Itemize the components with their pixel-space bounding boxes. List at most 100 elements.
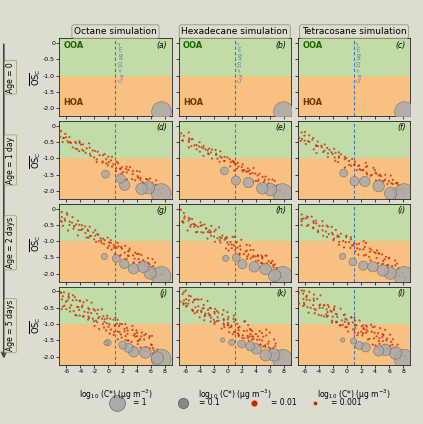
- Point: [109, 163, 115, 170]
- Text: (i): (i): [398, 206, 406, 215]
- Point: [104, 234, 111, 241]
- Point: [231, 159, 237, 166]
- Point: [185, 144, 192, 151]
- Point: [262, 173, 269, 180]
- Point: [136, 168, 143, 175]
- Point: [150, 262, 157, 269]
- Point: [145, 184, 152, 191]
- Point: [270, 351, 277, 358]
- Point: [118, 170, 125, 177]
- Point: [86, 144, 93, 151]
- Bar: [59, 287, 172, 324]
- Point: [285, 123, 292, 130]
- Point: [176, 215, 182, 222]
- Point: [301, 299, 308, 306]
- Point: [286, 287, 292, 294]
- Point: [352, 317, 359, 324]
- Point: [94, 307, 101, 313]
- Point: [81, 308, 88, 315]
- Point: [116, 253, 123, 260]
- Point: [212, 319, 218, 326]
- Point: [174, 134, 181, 141]
- Point: [119, 342, 126, 349]
- Point: [382, 326, 389, 333]
- Point: [165, 288, 171, 295]
- Point: [49, 131, 56, 137]
- Point: [103, 340, 110, 346]
- Point: [335, 149, 342, 156]
- Point: [85, 228, 91, 234]
- Point: [46, 206, 52, 212]
- Point: [376, 340, 383, 347]
- Point: [244, 332, 251, 339]
- Point: [175, 291, 181, 298]
- Point: [208, 232, 214, 239]
- Point: [357, 246, 363, 253]
- Point: [313, 220, 320, 227]
- Point: [151, 265, 158, 272]
- Point: [301, 287, 308, 294]
- Point: [387, 342, 394, 349]
- Point: [117, 321, 124, 327]
- Point: [352, 325, 359, 332]
- Point: [339, 337, 346, 343]
- Point: [182, 300, 189, 307]
- Point: [76, 138, 83, 145]
- Point: [330, 305, 337, 312]
- Point: [389, 269, 396, 276]
- Point: [236, 332, 242, 338]
- Point: [232, 161, 239, 167]
- Point: [362, 344, 369, 351]
- Bar: [59, 324, 172, 365]
- Point: [211, 310, 218, 317]
- Point: [324, 301, 331, 308]
- Point: [191, 142, 198, 149]
- Point: [175, 216, 182, 223]
- Point: [392, 257, 398, 264]
- Point: [363, 240, 369, 246]
- Point: [175, 294, 182, 301]
- Point: [309, 136, 316, 143]
- Point: [274, 187, 280, 193]
- Point: [149, 345, 156, 351]
- Bar: [179, 159, 291, 199]
- Point: [195, 307, 201, 314]
- Point: [268, 259, 275, 266]
- Point: [149, 256, 156, 262]
- Point: [258, 259, 264, 266]
- Point: [58, 296, 65, 303]
- Text: (b): (b): [276, 41, 286, 50]
- Point: [198, 222, 205, 229]
- Bar: [179, 241, 291, 282]
- Point: [96, 326, 102, 332]
- Point: [104, 245, 111, 251]
- Point: [69, 219, 75, 226]
- Point: [385, 343, 392, 350]
- Point: [158, 107, 165, 114]
- Point: [192, 304, 199, 311]
- Point: [173, 208, 180, 215]
- Point: [207, 318, 214, 325]
- Point: [83, 234, 90, 241]
- Point: [211, 308, 218, 315]
- Point: [63, 298, 69, 305]
- Point: [85, 316, 91, 323]
- Point: [132, 177, 138, 184]
- Point: [46, 203, 53, 210]
- Point: [124, 338, 131, 344]
- Point: [221, 153, 228, 160]
- Point: [129, 326, 136, 333]
- Point: [107, 240, 114, 246]
- Point: [206, 229, 213, 236]
- Point: [273, 183, 280, 190]
- Point: [89, 147, 96, 154]
- Point: [319, 144, 325, 151]
- Point: [186, 297, 192, 304]
- Point: [225, 321, 231, 328]
- Text: Octane simulation: Octane simulation: [74, 27, 157, 36]
- Point: [93, 238, 99, 245]
- Point: [311, 306, 318, 312]
- Point: [130, 265, 137, 272]
- Point: [99, 159, 106, 166]
- Point: [224, 322, 231, 329]
